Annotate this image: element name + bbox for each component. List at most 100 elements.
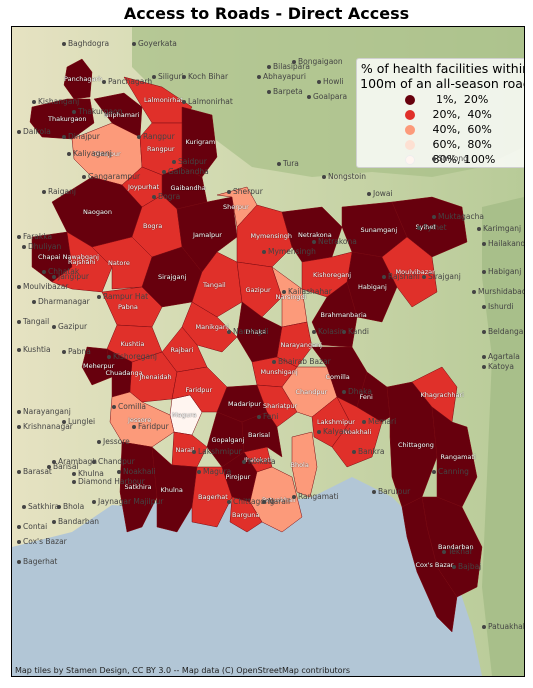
district-meherpur[interactable] [81, 346, 113, 386]
place-name: Goyerkata [138, 39, 177, 48]
district-label: Moulvibazar [395, 268, 435, 276]
place-label: Goyerkata [132, 39, 177, 48]
place-name: Bongaigaon [298, 57, 343, 66]
place-dot-icon [97, 440, 101, 444]
place-name: Netrakona [318, 237, 357, 246]
place-name: Noakhali [123, 467, 156, 476]
district-label: Bhola [290, 460, 309, 469]
district-khulna[interactable] [151, 446, 198, 533]
place-name: Jowai [373, 189, 393, 198]
district-barguna[interactable] [229, 496, 263, 533]
place-name: Rangamati [298, 492, 339, 501]
place-name: Goalpara [313, 92, 348, 101]
place-name: Katoya [488, 362, 514, 371]
place-dot-icon [307, 95, 311, 99]
district-rangamati[interactable] [431, 406, 478, 508]
place-label: Karimganj [477, 224, 521, 233]
place-label: Narsingdi [227, 327, 269, 336]
place-dot-icon [482, 305, 486, 309]
place-dot-icon [277, 162, 281, 166]
place-label: Kaliyaganj [67, 149, 112, 158]
district-nilphamari[interactable] [93, 92, 143, 138]
district-moulvibazar[interactable] [381, 236, 438, 308]
place-name: Thakurgaon [78, 107, 123, 116]
place-name: Memari [368, 417, 397, 426]
place-label: Farakka [17, 232, 52, 241]
place-name: Chandpur [98, 457, 135, 466]
place-label: Ishurdi [482, 302, 513, 311]
district-thakurgaon[interactable] [29, 98, 95, 140]
district-label: Manikganj [195, 323, 229, 331]
place-dot-icon [32, 100, 36, 104]
district-mymensingh[interactable] [236, 204, 293, 268]
place-label: Dalkola [17, 127, 51, 136]
place-label: Kolkata [242, 457, 276, 466]
district-label: Meherpur [83, 362, 115, 370]
place-label: Memari [362, 417, 396, 426]
place-dot-icon [62, 420, 66, 424]
place-name: Contai [23, 522, 48, 531]
place-name: Sirajganj [428, 272, 461, 281]
place-label: Jessore [97, 437, 130, 446]
place-dot-icon [17, 470, 21, 474]
place-label: Arambagh [52, 457, 97, 466]
district-cox-s-bazar[interactable] [401, 496, 458, 633]
district-label: Madaripur [228, 399, 262, 408]
map-legend: % of health facilities within 100m of an… [356, 58, 524, 168]
place-dot-icon [312, 240, 316, 244]
legend-swatch [405, 110, 415, 120]
place-dot-icon [292, 495, 296, 499]
district-gazipur[interactable] [236, 261, 283, 318]
place-label: Saidpur [172, 157, 207, 166]
place-dot-icon [422, 275, 426, 279]
place-label: Bongaigaon [292, 57, 343, 66]
place-name: Dharmanagar [38, 297, 90, 306]
district-panchagarh[interactable] [63, 58, 93, 100]
place-dot-icon [57, 505, 61, 509]
district-pabna[interactable] [101, 286, 163, 328]
place-name: Habiganj [488, 267, 522, 276]
map-frame[interactable]: % of health facilities within 100m of an… [11, 26, 525, 677]
legend-swatch [405, 95, 415, 105]
place-label: Barpeta [267, 87, 303, 96]
place-label: Agartala [482, 352, 520, 361]
place-name: Barpeta [273, 87, 303, 96]
district-rajbari[interactable] [161, 326, 208, 373]
place-label: Noakhali [117, 467, 156, 476]
place-label: Baghdogra [62, 39, 109, 48]
place-name: Baruipur [378, 487, 411, 496]
district-bhola[interactable] [291, 431, 318, 498]
place-label: Murshidabad [472, 287, 524, 296]
place-name: Diamond Harbour [78, 477, 145, 486]
place-dot-icon [92, 460, 96, 464]
place-name: Patuakhali [488, 622, 525, 631]
place-dot-icon [152, 195, 156, 199]
place-dot-icon [17, 320, 21, 324]
place-name: Kishoreganj [113, 352, 157, 361]
district-barisal[interactable] [241, 411, 283, 458]
place-dot-icon [417, 226, 421, 230]
district-label: Nilphamari [104, 111, 140, 119]
place-label: Comilla [112, 402, 146, 411]
place-name: Bhairab Bazar [278, 357, 331, 366]
place-dot-icon [97, 295, 101, 299]
place-label: Bilasipara [267, 62, 310, 71]
district-narail[interactable] [171, 431, 208, 468]
district-label: Patuakhali [262, 495, 296, 504]
place-name: Farakka [23, 232, 53, 241]
place-dot-icon [292, 60, 296, 64]
district-label: Kushtia [120, 339, 145, 348]
place-label: Tangail [17, 317, 49, 326]
district-label: Panchagarh [64, 75, 103, 83]
place-name: Lalmonirhat [188, 97, 233, 106]
place-label: Moulvibazar [17, 282, 68, 291]
place-label: Patuakhali [482, 622, 525, 631]
place-label: Faridpur [132, 422, 169, 431]
place-label: Siliguri [152, 72, 184, 81]
place-label: Goalpara [307, 92, 347, 101]
district-label: Narsingdi [275, 293, 307, 301]
place-name: Sherpur [233, 187, 263, 196]
district-faridpur[interactable] [171, 366, 228, 413]
district-khagrachhari[interactable] [411, 366, 458, 423]
district-narayanganj[interactable] [276, 321, 313, 368]
